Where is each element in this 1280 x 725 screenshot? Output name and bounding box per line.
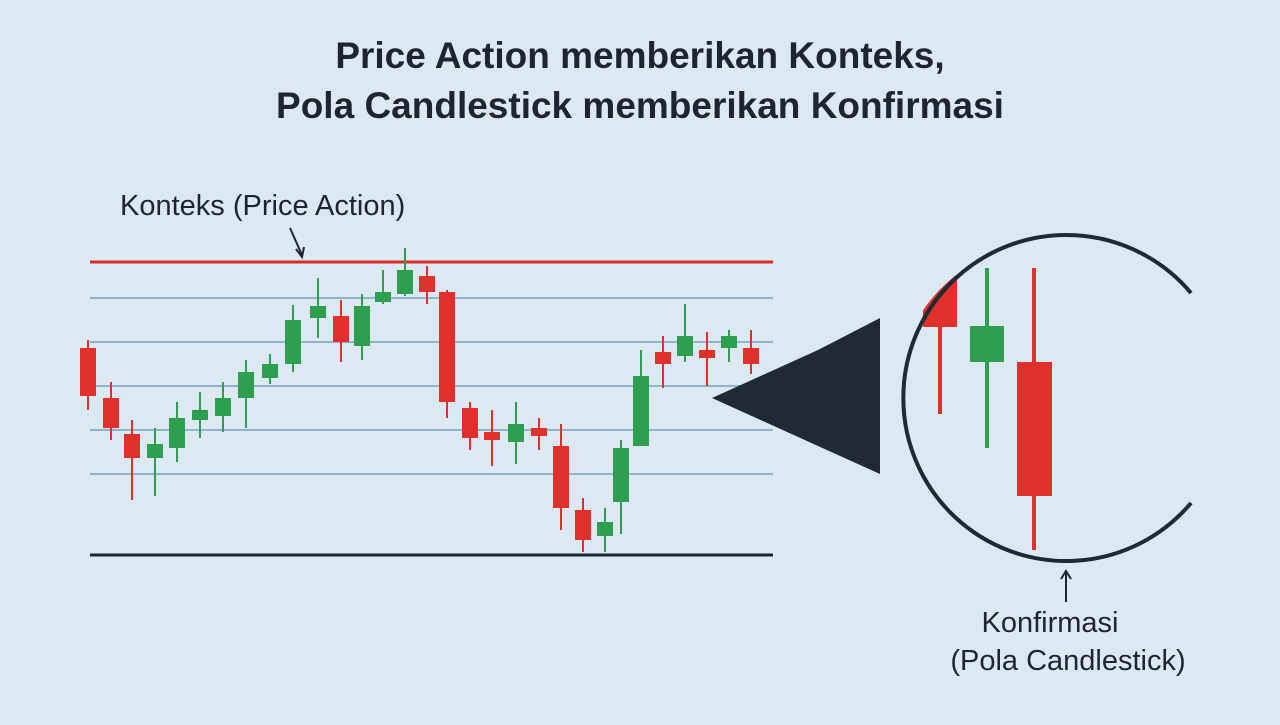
candle-body <box>103 398 119 428</box>
candle-body <box>333 316 349 342</box>
candle-body <box>699 350 715 358</box>
context-label: Konteks (Price Action) <box>120 190 405 222</box>
zoom-cone <box>712 318 880 474</box>
candle-body <box>192 410 208 420</box>
candle-body <box>553 446 569 508</box>
candle-body <box>397 270 413 294</box>
confirm-arrow <box>1060 569 1072 602</box>
candle-body <box>633 376 649 446</box>
candles <box>80 248 759 552</box>
candle-body <box>677 336 693 356</box>
candle-body <box>613 448 629 502</box>
candle-body <box>262 364 278 378</box>
lens-ring <box>901 233 1193 563</box>
title-line: Pola Candlestick memberikan Konfirmasi <box>276 85 1004 126</box>
candle-body <box>508 424 524 442</box>
candle-body <box>124 434 140 458</box>
candle-body <box>419 276 435 292</box>
candle-body <box>743 348 759 364</box>
candle-body <box>655 352 671 364</box>
candle-body <box>80 348 96 396</box>
candle-body <box>147 444 163 458</box>
candle-body <box>169 418 185 448</box>
candle-body <box>462 408 478 438</box>
zoom-candle <box>1017 362 1052 496</box>
candle-body <box>575 510 591 540</box>
confirm-label: Konfirmasi <box>982 607 1119 639</box>
candle-body <box>597 522 613 536</box>
context-arrow <box>289 227 305 260</box>
title-line: Price Action memberikan Konteks, <box>335 35 944 76</box>
candle-body <box>238 372 254 398</box>
candle-body <box>484 432 500 440</box>
candle-body <box>721 336 737 348</box>
candle-body <box>215 398 231 416</box>
candle-body <box>439 292 455 402</box>
candle-body <box>375 292 391 302</box>
levels <box>90 260 773 557</box>
candle-body <box>354 306 370 346</box>
lens-fill <box>894 240 1220 566</box>
candle-body <box>310 306 326 318</box>
zoom-candle <box>970 326 1004 362</box>
candle-body <box>531 428 547 436</box>
confirm-label: (Pola Candlestick) <box>950 645 1185 677</box>
candle-body <box>285 320 301 364</box>
